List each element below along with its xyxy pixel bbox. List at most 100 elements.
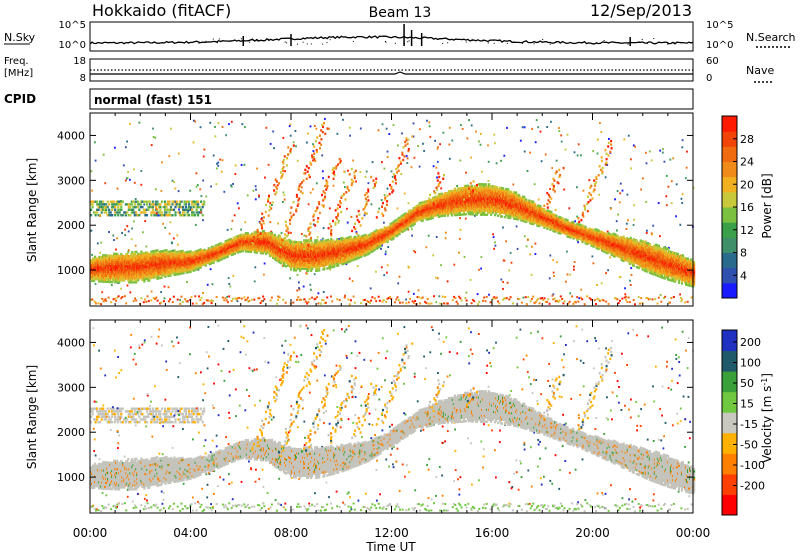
power-cell bbox=[654, 298, 657, 301]
power-cell bbox=[258, 297, 261, 300]
power-cell bbox=[189, 250, 192, 253]
power-cell bbox=[239, 238, 242, 241]
power-cell bbox=[115, 203, 118, 206]
power-cell bbox=[139, 254, 142, 257]
power-cell bbox=[350, 237, 353, 240]
power-cell bbox=[169, 274, 172, 277]
power-cell bbox=[392, 237, 395, 240]
power-cell bbox=[106, 200, 109, 203]
power-cell bbox=[323, 239, 326, 243]
power-cell bbox=[573, 268, 575, 271]
power-cell bbox=[454, 297, 457, 299]
power-cell bbox=[126, 176, 129, 179]
noise-search-dot bbox=[667, 43, 669, 45]
power-cell bbox=[171, 208, 174, 211]
power-cell bbox=[182, 211, 185, 214]
power-cell bbox=[329, 268, 332, 271]
power-cell bbox=[210, 299, 213, 302]
power-cell bbox=[163, 208, 167, 211]
power-cell bbox=[579, 296, 582, 299]
power-cell bbox=[385, 300, 388, 303]
power-cell bbox=[363, 298, 366, 301]
power-cell bbox=[295, 240, 298, 244]
power-cell bbox=[135, 281, 138, 284]
power-cell bbox=[306, 302, 309, 305]
noise-search-dot bbox=[603, 40, 605, 42]
power-cell bbox=[188, 200, 191, 203]
noise-search-dot bbox=[394, 42, 396, 44]
power-cell bbox=[256, 167, 258, 170]
power-cell bbox=[94, 200, 97, 203]
power-cell bbox=[380, 228, 383, 231]
power-cell bbox=[168, 214, 171, 217]
power-cell bbox=[109, 278, 112, 282]
nave-tick-bottom: 0 bbox=[706, 73, 712, 84]
power-cell bbox=[451, 299, 454, 302]
power-cell bbox=[97, 203, 100, 206]
power-cell bbox=[313, 298, 316, 301]
power-cell bbox=[529, 300, 532, 303]
power-cell bbox=[103, 208, 106, 211]
power-cell bbox=[625, 222, 628, 225]
power-cell bbox=[377, 129, 380, 132]
power-cell bbox=[321, 204, 324, 207]
power-cell bbox=[246, 194, 249, 197]
power-cell bbox=[102, 203, 105, 206]
power-cell bbox=[175, 203, 179, 206]
power-cell bbox=[303, 298, 306, 301]
power-cell bbox=[191, 208, 194, 211]
power-cell bbox=[435, 166, 438, 169]
power-cell bbox=[368, 233, 371, 237]
power-cell bbox=[554, 209, 557, 211]
power-cell bbox=[157, 214, 160, 217]
power-cell bbox=[336, 132, 339, 135]
power-cell bbox=[150, 214, 153, 217]
power-cell bbox=[186, 211, 189, 214]
power-cell bbox=[282, 136, 285, 139]
power-cell bbox=[440, 264, 442, 267]
power-cell bbox=[200, 208, 203, 211]
power-cell bbox=[221, 125, 224, 128]
power-cell bbox=[271, 256, 275, 259]
power-cell bbox=[557, 182, 560, 185]
power-cell bbox=[163, 205, 167, 209]
power-cell bbox=[245, 298, 248, 301]
power-cell bbox=[197, 214, 200, 217]
power-cell bbox=[254, 185, 257, 188]
power-cell bbox=[178, 205, 182, 209]
power-cell bbox=[295, 269, 298, 272]
power-cell bbox=[145, 208, 148, 211]
power-cell bbox=[163, 211, 167, 214]
power-cell bbox=[435, 236, 438, 238]
power-cell bbox=[199, 299, 202, 301]
power-cell bbox=[152, 136, 155, 138]
power-cell bbox=[455, 300, 458, 303]
power-cell bbox=[165, 249, 168, 252]
power-cell bbox=[177, 190, 180, 193]
power-cell bbox=[299, 269, 302, 272]
power-cell bbox=[197, 211, 200, 214]
power-cell bbox=[152, 297, 155, 300]
power-cell bbox=[615, 220, 618, 223]
power-cell bbox=[529, 151, 531, 154]
power-cell bbox=[133, 168, 135, 171]
power-cell bbox=[506, 126, 508, 129]
power-cell bbox=[118, 281, 121, 284]
power-cell bbox=[337, 221, 340, 224]
power-cell bbox=[407, 301, 410, 304]
power-cell bbox=[661, 151, 664, 154]
power-cell bbox=[494, 297, 497, 300]
power-cell bbox=[117, 279, 120, 282]
power-cell bbox=[144, 298, 146, 301]
noise-tick-right-bottom: 10^0 bbox=[706, 40, 733, 51]
power-cell bbox=[417, 296, 420, 299]
power-cell bbox=[526, 170, 529, 172]
power-cell bbox=[159, 203, 162, 206]
power-cell bbox=[240, 164, 243, 166]
power-cell bbox=[596, 152, 599, 155]
power-cell bbox=[264, 252, 268, 255]
power-cell bbox=[533, 183, 536, 186]
power-cell bbox=[154, 297, 157, 300]
power-cell bbox=[356, 265, 359, 268]
power-cell bbox=[168, 200, 171, 203]
